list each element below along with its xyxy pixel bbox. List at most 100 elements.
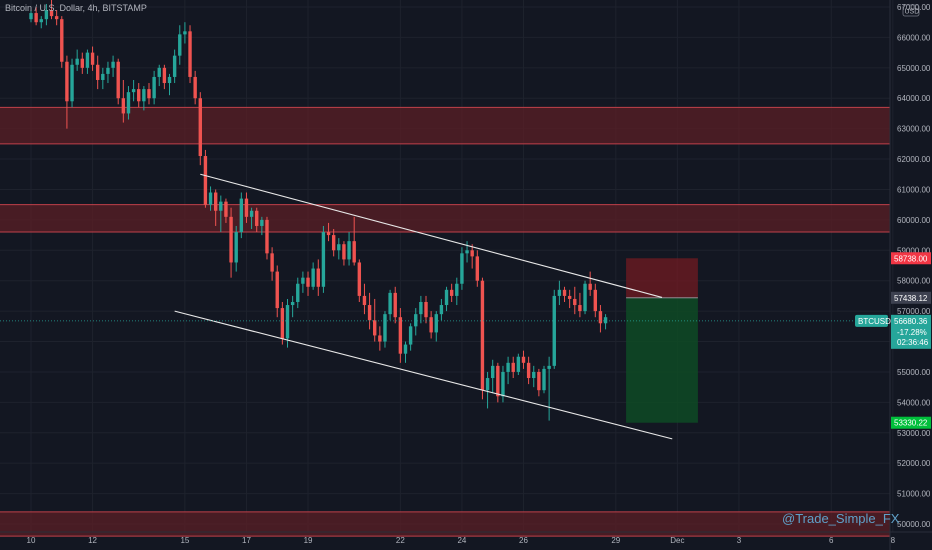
trend-layer[interactable] [0, 173, 890, 440]
candle[interactable] [419, 295, 423, 324]
candle[interactable] [460, 247, 464, 290]
currency-badge[interactable]: USD [902, 4, 920, 17]
candle-layer[interactable] [29, 0, 608, 421]
candle[interactable] [121, 79, 126, 123]
time-axis[interactable]: 10 12 15 17 19 22 24 26 29 Dec 3 6 8 [27, 536, 896, 545]
candle[interactable] [455, 277, 459, 306]
position-layer[interactable] [626, 258, 698, 423]
candle[interactable] [444, 286, 449, 312]
candle[interactable] [172, 49, 177, 84]
candle[interactable] [260, 216, 264, 236]
candle[interactable] [39, 16, 43, 29]
candle[interactable] [162, 64, 167, 90]
candle[interactable] [178, 25, 182, 65]
candle[interactable] [85, 49, 90, 74]
candle[interactable] [583, 280, 587, 315]
candle[interactable] [203, 149, 208, 208]
candle[interactable] [265, 216, 269, 260]
candle[interactable] [321, 225, 326, 293]
candle[interactable] [383, 311, 387, 348]
candle[interactable] [296, 277, 300, 309]
candle[interactable] [567, 289, 572, 309]
candle[interactable] [526, 356, 531, 385]
candle[interactable] [532, 365, 536, 388]
candle[interactable] [116, 58, 120, 105]
candle[interactable] [342, 241, 346, 266]
candle[interactable] [429, 311, 433, 339]
candle[interactable] [280, 301, 285, 345]
candle[interactable] [255, 207, 259, 233]
candle[interactable] [65, 55, 69, 129]
candle[interactable] [301, 271, 305, 293]
candle[interactable] [193, 70, 197, 105]
candle[interactable] [306, 271, 310, 296]
candle[interactable] [75, 49, 79, 71]
candle[interactable] [137, 83, 141, 108]
candle[interactable] [542, 365, 546, 394]
candle[interactable] [378, 326, 382, 351]
candle[interactable] [239, 192, 244, 239]
candle[interactable] [603, 314, 608, 330]
candle[interactable] [157, 64, 161, 87]
candle[interactable] [434, 311, 438, 342]
candle[interactable] [491, 359, 495, 394]
candle[interactable] [70, 58, 74, 108]
candle[interactable] [578, 292, 582, 318]
candle[interactable] [403, 341, 408, 363]
candle[interactable] [188, 25, 192, 84]
candle[interactable] [142, 86, 146, 111]
candle[interactable] [106, 61, 110, 84]
candle[interactable] [557, 280, 562, 306]
candle[interactable] [475, 250, 480, 287]
candle[interactable] [219, 195, 223, 233]
candle[interactable] [111, 55, 115, 77]
candle[interactable] [357, 259, 362, 302]
candle[interactable] [547, 356, 551, 421]
candle[interactable] [424, 295, 428, 324]
candle[interactable] [465, 241, 469, 263]
candle[interactable] [562, 286, 567, 302]
candle[interactable] [398, 308, 403, 363]
candle[interactable] [90, 46, 95, 71]
candle[interactable] [573, 286, 577, 315]
candle[interactable] [80, 52, 84, 74]
candle[interactable] [347, 232, 351, 266]
candle[interactable] [285, 298, 290, 348]
candle[interactable] [213, 189, 218, 226]
candle[interactable] [167, 73, 172, 96]
candle[interactable] [147, 83, 151, 105]
candle[interactable] [352, 216, 356, 266]
channel-trendline[interactable] [200, 173, 663, 298]
candle[interactable] [44, 3, 49, 26]
candle[interactable] [49, 0, 54, 20]
candle[interactable] [521, 350, 526, 369]
channel-trendline[interactable] [174, 310, 673, 440]
stop-loss-zone[interactable] [626, 258, 698, 298]
candle[interactable] [506, 356, 510, 385]
candle[interactable] [414, 308, 418, 336]
candle[interactable] [598, 305, 603, 333]
candle[interactable] [224, 198, 228, 223]
candle[interactable] [183, 22, 187, 44]
candle[interactable] [516, 353, 521, 375]
candle[interactable] [290, 295, 295, 318]
candle[interactable] [244, 192, 249, 223]
candle[interactable] [373, 298, 377, 342]
candle[interactable] [198, 92, 202, 166]
candle[interactable] [470, 244, 474, 269]
candle[interactable] [29, 10, 33, 23]
candle[interactable] [501, 365, 505, 403]
candle[interactable] [316, 259, 320, 296]
candle[interactable] [34, 7, 38, 26]
candle[interactable] [511, 356, 515, 379]
candle[interactable] [270, 247, 274, 281]
candle[interactable] [311, 262, 315, 290]
candle[interactable] [388, 289, 392, 321]
candle[interactable] [408, 323, 413, 351]
candle[interactable] [152, 70, 156, 105]
candle[interactable] [367, 292, 372, 330]
candle[interactable] [249, 207, 254, 230]
candle[interactable] [552, 289, 556, 369]
